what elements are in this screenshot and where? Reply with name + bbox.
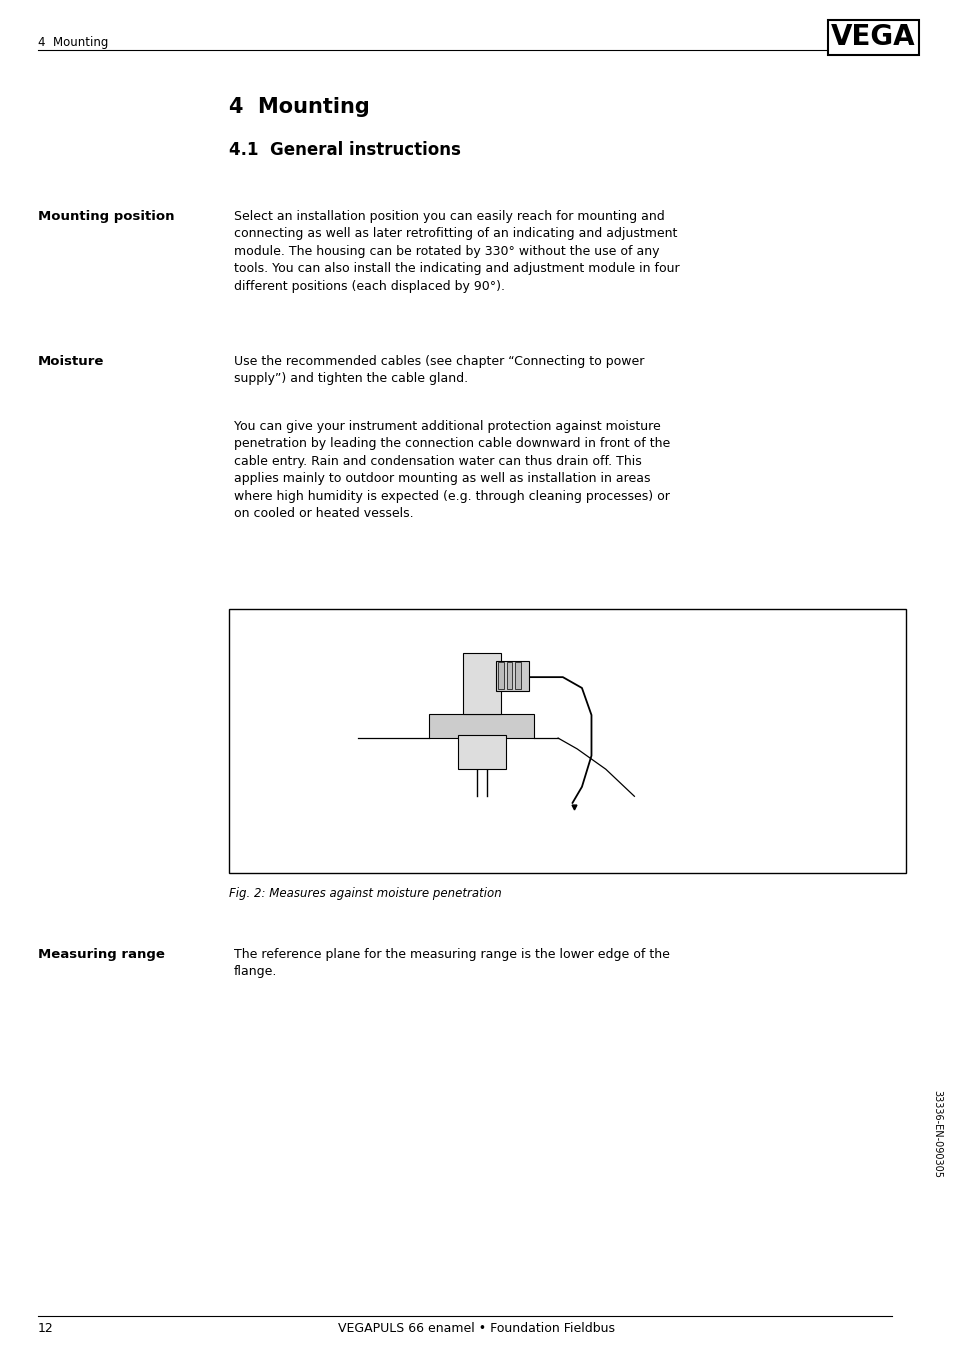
Text: Measuring range: Measuring range bbox=[38, 948, 165, 961]
Text: 12: 12 bbox=[38, 1322, 54, 1335]
Text: VEGA: VEGA bbox=[830, 23, 915, 51]
FancyBboxPatch shape bbox=[496, 661, 529, 691]
Text: VEGAPULS 66 enamel • Foundation Fieldbus: VEGAPULS 66 enamel • Foundation Fieldbus bbox=[338, 1322, 615, 1335]
FancyBboxPatch shape bbox=[457, 735, 505, 769]
Text: Mounting position: Mounting position bbox=[38, 210, 174, 223]
Text: You can give your instrument additional protection against moisture
penetration : You can give your instrument additional … bbox=[233, 420, 669, 520]
FancyBboxPatch shape bbox=[229, 609, 905, 873]
Text: 4  Mounting: 4 Mounting bbox=[38, 35, 109, 49]
Text: The reference plane for the measuring range is the lower edge of the
flange.: The reference plane for the measuring ra… bbox=[233, 948, 669, 979]
Text: 4.1  General instructions: 4.1 General instructions bbox=[229, 141, 460, 158]
FancyBboxPatch shape bbox=[497, 662, 503, 689]
Text: Moisture: Moisture bbox=[38, 355, 105, 368]
Text: 33336-EN-090305: 33336-EN-090305 bbox=[932, 1090, 942, 1178]
FancyBboxPatch shape bbox=[506, 662, 512, 689]
FancyBboxPatch shape bbox=[462, 653, 500, 714]
Text: Use the recommended cables (see chapter “Connecting to power
supply”) and tighte: Use the recommended cables (see chapter … bbox=[233, 355, 643, 386]
FancyBboxPatch shape bbox=[515, 662, 520, 689]
Text: Select an installation position you can easily reach for mounting and
connecting: Select an installation position you can … bbox=[233, 210, 679, 292]
Text: Fig. 2: Measures against moisture penetration: Fig. 2: Measures against moisture penetr… bbox=[229, 887, 501, 900]
FancyBboxPatch shape bbox=[429, 714, 534, 738]
Text: 4  Mounting: 4 Mounting bbox=[229, 97, 370, 118]
